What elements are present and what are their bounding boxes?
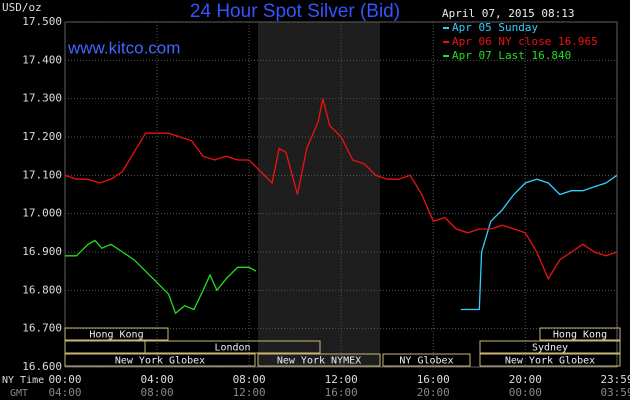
x-axis-label: GMT [10,388,28,399]
gmt-tick-label: 04:00 [48,386,81,399]
session-box [382,353,471,367]
session-box [64,353,256,367]
session-label: New York NYMEX [277,356,361,367]
legend-label: Apr 05 Sunday [452,21,538,34]
chart-title: 24 Hour Spot Silver (Bid) [190,1,400,22]
y-tick-label: 16.800 [22,283,62,296]
unit-label: USD/oz [2,1,42,14]
session-box [479,340,621,354]
timestamp: April 07, 2015 08:13 [442,7,574,20]
session-box [539,327,621,341]
watermark: www.kitco.com [67,38,180,57]
legend-label: Apr 06 NY close 16.965 [452,35,598,48]
session-box [144,340,321,354]
y-tick-label: 16.600 [22,360,62,373]
x-tick-label: 04:00 [141,373,174,386]
gmt-tick-label: 20:00 [417,386,450,399]
x-tick-label: 08:00 [233,373,266,386]
gmt-tick-label: 03:59 [600,386,630,399]
legend-label: Apr 07 Last 16.840 [452,49,571,62]
gmt-tick-label: 00:00 [509,386,542,399]
y-tick-label: 16.900 [22,245,62,258]
session-box [479,353,621,367]
x-tick-label: 23:59 [600,373,630,386]
x-tick-label: 20:00 [509,373,542,386]
session-label: Sydney [532,343,568,354]
session-label: Hong Kong [553,330,607,341]
series-line [460,174,618,311]
session-label: London [214,343,250,354]
session-shade [258,22,380,367]
session-box [257,353,381,367]
session-label: NY Globex [399,356,453,367]
x-axis-label: NY Time [2,375,44,386]
gmt-tick-label: 16:00 [325,386,358,399]
y-tick-label: 17.400 [22,53,62,66]
y-tick-label: 17.000 [22,207,62,220]
x-tick-label: 16:00 [417,373,450,386]
x-tick-label: 12:00 [325,373,358,386]
gmt-tick-label: 08:00 [141,386,174,399]
session-box [64,327,169,341]
y-tick-label: 17.500 [22,15,62,28]
series-line [64,98,618,281]
session-label: New York Globex [505,356,595,367]
y-tick-label: 17.300 [22,92,62,105]
y-tick-label: 17.200 [22,130,62,143]
gmt-tick-label: 12:00 [233,386,266,399]
session-label: New York Globex [115,356,205,367]
series-line [65,239,257,315]
y-tick-label: 16.700 [22,322,62,335]
session-label: Hong Kong [89,330,143,341]
y-tick-label: 17.100 [22,168,62,181]
x-tick-label: 00:00 [48,373,81,386]
